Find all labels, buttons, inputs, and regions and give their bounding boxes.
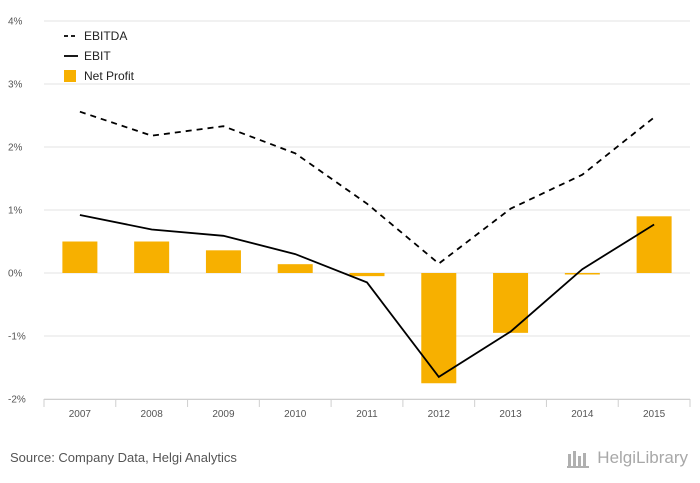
y-tick-label: 4% xyxy=(8,17,23,28)
logo-text: HelgiLibrary xyxy=(597,448,688,467)
x-tick-label: 2015 xyxy=(643,409,666,420)
net-profit-bar xyxy=(493,273,529,333)
net-profit-bar xyxy=(277,264,313,273)
y-tick-label: 0% xyxy=(8,269,23,280)
y-tick-label: -1% xyxy=(8,332,26,343)
y-tick-label: -2% xyxy=(8,395,26,406)
x-tick-label: 2014 xyxy=(571,409,594,420)
net-profit-bar xyxy=(349,273,385,277)
y-axis-ticks: -2% -1% 0% 1% 2% 3% 4% xyxy=(8,17,26,406)
x-axis: 2007 2008 2009 2010 2011 2012 2013 2014 2015 xyxy=(43,399,691,420)
x-tick-label: 2008 xyxy=(141,409,164,420)
legend-label-net-profit: Net Profit xyxy=(84,69,135,83)
net-profit-bar xyxy=(205,250,241,273)
net-profit-bar xyxy=(636,216,672,273)
helgi-library-logo[interactable]: HelgiLibrary xyxy=(567,448,688,468)
line-series xyxy=(79,110,655,379)
x-tick-label: 2010 xyxy=(284,409,307,420)
net-profit-bar xyxy=(134,241,170,273)
chart: -2% -1% 0% 1% 2% 3% 4% 2007 2008 2009 2010 2011 201… xyxy=(8,17,691,420)
y-tick-label: 3% xyxy=(8,80,23,91)
y-tick-label: 2% xyxy=(8,143,23,154)
net-profit-bar xyxy=(62,241,98,273)
legend: EBITDA EBIT Net Profit xyxy=(64,29,135,83)
net-profit-bars xyxy=(62,216,672,384)
legend-swatch-net-profit xyxy=(64,70,76,82)
net-profit-bar xyxy=(564,273,600,275)
x-tick-label: 2012 xyxy=(428,409,451,420)
x-tick-label: 2013 xyxy=(499,409,522,420)
x-tick-label: 2011 xyxy=(356,409,378,420)
x-tick-label: 2007 xyxy=(69,409,92,420)
x-tick-label: 2009 xyxy=(212,409,235,420)
legend-label-ebitda: EBITDA xyxy=(84,29,127,43)
grid xyxy=(44,20,690,400)
source-note: Source: Company Data, Helgi Analytics xyxy=(10,450,237,465)
ebit-line xyxy=(79,214,655,379)
ebitda-line xyxy=(79,110,655,265)
y-tick-label: 1% xyxy=(8,206,23,217)
legend-label-ebit: EBIT xyxy=(84,49,111,63)
net-profit-bar xyxy=(421,273,457,384)
library-icon xyxy=(567,451,590,468)
